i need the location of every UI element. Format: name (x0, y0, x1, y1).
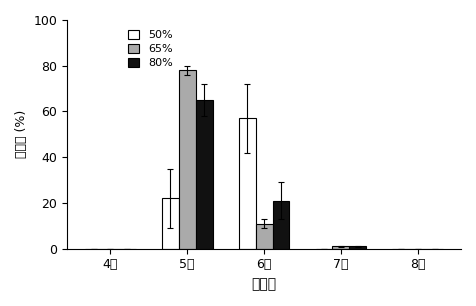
Y-axis label: 제화율 (%): 제화율 (%) (15, 110, 28, 159)
Bar (349, 246, 366, 249)
Legend: 50%, 65%, 80%: 50%, 65%, 80% (124, 26, 178, 73)
Bar (332, 246, 349, 249)
Bar (162, 198, 179, 249)
Bar (239, 118, 256, 249)
Bar (196, 100, 213, 249)
X-axis label: 부화일: 부화일 (251, 277, 277, 291)
Bar (179, 70, 196, 249)
Bar (256, 224, 273, 249)
Bar (273, 201, 289, 249)
